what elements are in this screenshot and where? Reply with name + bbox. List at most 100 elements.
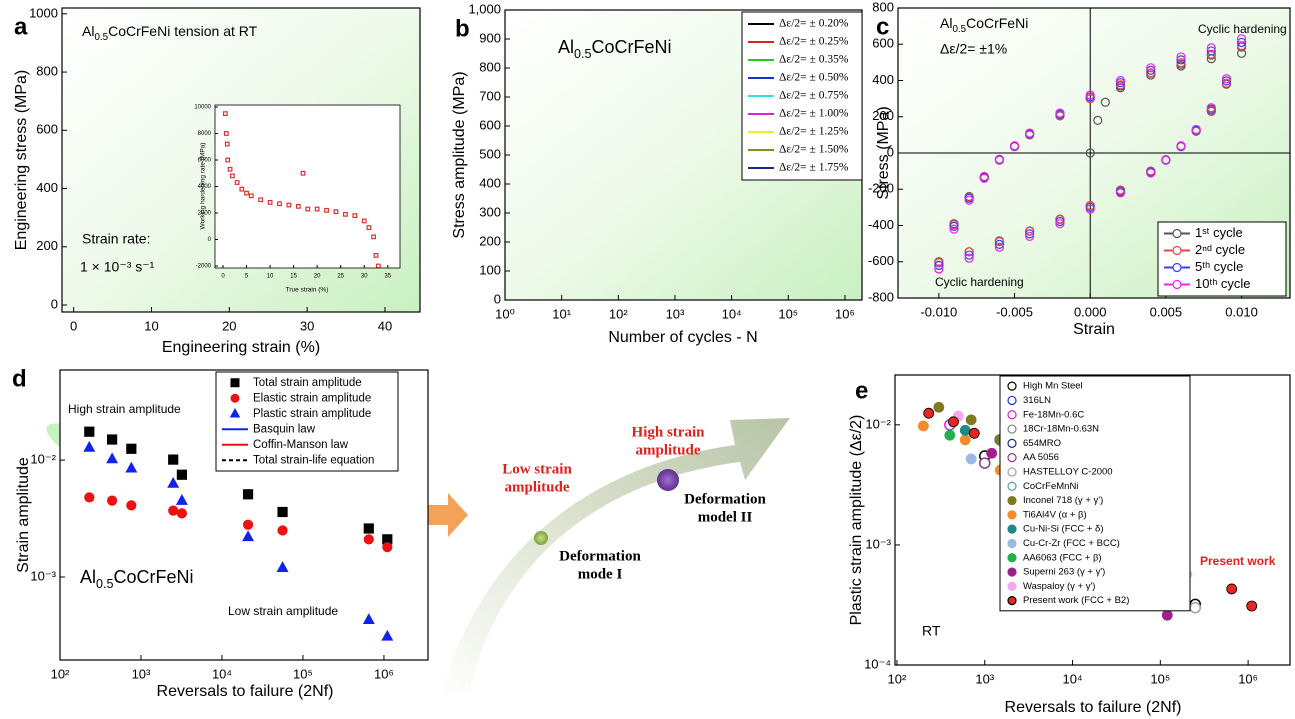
panel-label: d [12, 365, 27, 392]
marker [1161, 609, 1173, 621]
link-arrow [422, 493, 468, 537]
plot-frame [894, 374, 1291, 666]
legend-label: AA 5056 [1023, 452, 1059, 463]
y-tick-label: 200 [872, 108, 894, 123]
x-tick-label: 30 [361, 274, 368, 280]
x-axis-label: Reversals to failure (2Nf) [1005, 699, 1182, 716]
legend: Total strain amplitude Elastic strain amp… [215, 371, 399, 472]
process-arrow [440, 418, 790, 700]
legend-label: HASTELLOY C-2000 [1023, 466, 1113, 477]
mode-2-marker [657, 469, 679, 491]
x-tick-label: 10⁴ [212, 666, 232, 681]
y-tick-label: 800 [479, 59, 501, 74]
marker [965, 453, 977, 465]
legend: 1ˢᵗ cycle 2ⁿᵈ cycle 5ᵗʰ cycle 10ᵗʰ cycle [1157, 221, 1287, 297]
legend-label: Coffin-Manson law [253, 439, 349, 451]
y-axis-label: Stress (MPa) [875, 106, 892, 199]
marker [1007, 538, 1017, 549]
x-tick-label: 10³ [132, 666, 151, 681]
annotation: Cyclic hardening [1198, 22, 1287, 36]
x-axis-label: Number of cycles - N [608, 329, 757, 346]
marker [381, 629, 394, 641]
marker [363, 534, 374, 545]
legend-label: Δε/2= ± 1.75% [779, 162, 849, 174]
marker [1007, 581, 1017, 591]
legend-label: Δε/2= ± 0.25% [779, 36, 849, 48]
marker [964, 195, 974, 205]
y-tick-label: 400 [479, 175, 501, 190]
marker [934, 264, 944, 274]
marker [1007, 495, 1017, 506]
marker [229, 407, 241, 418]
y-tick-label: -2000 [196, 264, 212, 270]
legend-label: Plastic strain amplitude [253, 408, 371, 420]
y-tick-label: 10⁻³ [30, 568, 56, 583]
legend-label: Present work (FCC + B2) [1023, 595, 1129, 606]
y-tick-label: 900 [479, 30, 501, 45]
y-tick-label: 0 [208, 237, 212, 243]
marker [277, 506, 288, 518]
x-tick-label: 0 [70, 318, 77, 333]
diagram-label: amplitude [635, 442, 700, 458]
annotation: Strain rate: [82, 231, 150, 247]
marker [227, 166, 233, 172]
marker [1172, 245, 1182, 256]
x-tick-label: 20 [222, 318, 236, 333]
legend-label: Δε/2= ± 0.20% [779, 18, 849, 30]
annotation: Low strain amplitude [228, 604, 338, 618]
y-tick-label: 1,000 [468, 1, 501, 16]
marker [1146, 65, 1156, 75]
marker [1226, 583, 1238, 595]
annotation: Cyclic hardening [935, 275, 1024, 289]
x-tick-label: -0.005 [996, 304, 1033, 319]
marker [371, 234, 377, 240]
marker [1176, 52, 1186, 62]
marker [305, 206, 311, 212]
marker [948, 416, 959, 428]
legend-box [215, 371, 399, 472]
panel-label: a [14, 13, 28, 40]
marker [1007, 510, 1017, 520]
x-tick-label: 10¹ [552, 306, 571, 321]
diagram-label: Deformation [559, 548, 641, 564]
marker [1025, 231, 1035, 241]
x-tick-label: 10³ [975, 671, 994, 686]
legend-label: Δε/2= ± 0.50% [779, 72, 849, 84]
x-tick-label: 10⁴ [722, 306, 742, 321]
marker [964, 247, 974, 257]
marker [986, 447, 998, 459]
marker [1007, 596, 1017, 606]
marker [382, 542, 393, 553]
marker [176, 508, 187, 519]
y-tick-label: 0 [887, 144, 894, 159]
y-tick-label: 0 [494, 291, 501, 306]
marker [1236, 37, 1247, 48]
diagram-label: High strain [632, 424, 706, 440]
series-group [83, 426, 394, 641]
marker [224, 141, 230, 147]
mode-1-marker [534, 531, 548, 545]
panel-label: c [876, 13, 889, 40]
y-tick-label: 10⁻² [865, 416, 891, 431]
y-axis-label: Strain amplitude [15, 457, 32, 573]
diagram-label: amplitude [504, 479, 569, 495]
marker [267, 200, 273, 205]
marker [1100, 97, 1110, 107]
legend-label: 316LN [1023, 395, 1051, 406]
marker [314, 206, 320, 212]
chart: -0.010 -0.005 0.000 0.005 0.010 -800 -600 -400 -… [868, 0, 1291, 338]
y-tick-label: 6000 [198, 158, 212, 164]
marker [968, 427, 980, 439]
legend-label: 1ˢᵗ cycle [1195, 225, 1243, 240]
marker [333, 209, 339, 215]
x-tick-label: 25 [337, 274, 344, 280]
legend: High Mn Steel 316LN Fe-18Mn-0.6C 18Cr-18Mn-… [999, 375, 1191, 612]
diagram-label: mode I [578, 566, 623, 582]
x-tick-label: 0.000 [1074, 304, 1107, 319]
legend-label: 654MRO [1023, 438, 1061, 449]
marker [1189, 601, 1202, 614]
marker [222, 111, 228, 117]
marker [230, 378, 240, 388]
legend-label: Δε/2= ± 1.00% [779, 108, 849, 120]
y-tick-label: 1000 [29, 5, 58, 20]
